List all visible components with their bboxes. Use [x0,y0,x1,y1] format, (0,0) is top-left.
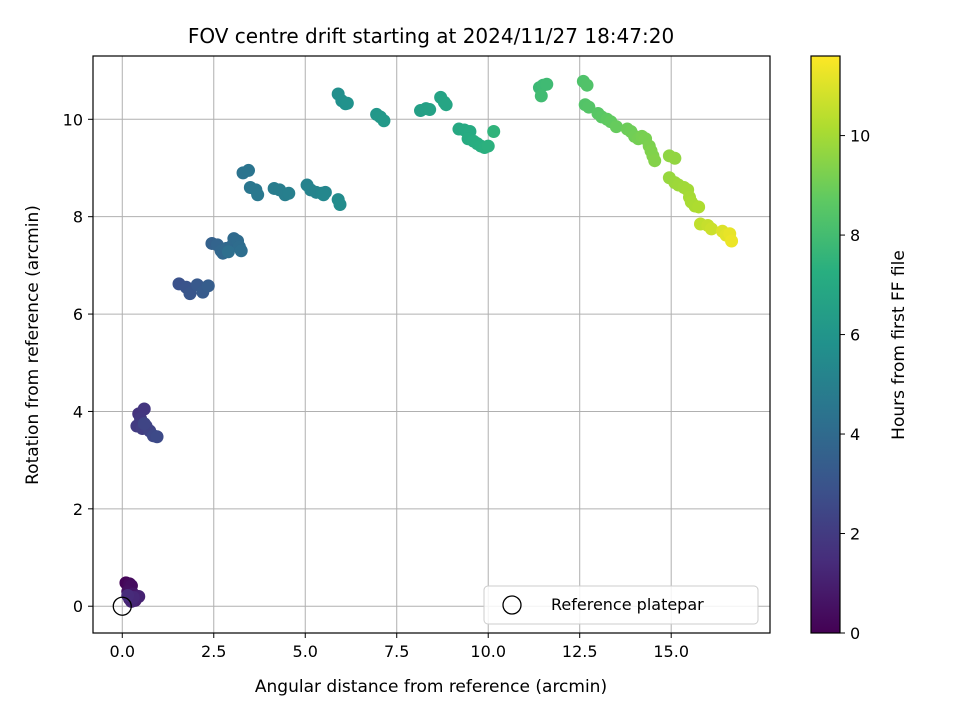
scatter-point [648,154,662,168]
x-tick-label: 5.0 [293,642,318,661]
scatter-point [137,417,151,431]
scatter-points [119,74,739,608]
y-axis-ticks: 0 2 4 6 8 10 [63,110,93,616]
y-tick-label: 4 [73,402,83,421]
colorbar-tick-label: 4 [850,425,860,444]
legend: Reference platepar [483,585,759,625]
plot-frame [92,55,771,634]
grid-lines [93,56,770,633]
scatter-point [150,430,164,444]
chart-title: FOV centre drift starting at 2024/11/27 … [188,24,674,48]
scatter-point [725,234,739,248]
x-tick-label: 12.5 [562,642,598,661]
colorbar-tick-label: 8 [850,226,860,245]
scatter-point [137,402,151,416]
scatter-point [439,98,453,112]
colorbar-tick-label: 6 [850,326,860,345]
scatter-point [692,200,706,214]
scatter-point [282,186,296,200]
colorbar-tick-label: 10 [850,127,870,146]
scatter-point [704,222,718,236]
reference-platepar-marker [112,596,132,616]
x-tick-label: 7.5 [384,642,409,661]
scatter-point [234,244,248,258]
scatter-point [221,245,235,259]
y-tick-label: 2 [73,500,83,519]
scatter-point [423,103,437,117]
x-tick-label: 10.0 [470,642,506,661]
colorbar-tick-label: 0 [850,624,860,643]
x-axis-ticks: 0.0 2.5 5.0 7.5 10.0 12.5 15.0 [110,633,689,661]
scatter-point [534,89,548,103]
x-axis-label: Angular distance from reference (arcmin) [255,677,607,697]
colorbar-gradient [810,55,841,634]
y-tick-label: 0 [73,597,83,616]
scatter-point [582,100,596,114]
y-tick-label: 8 [73,208,83,227]
scatter-point [668,151,682,165]
colorbar: 0 2 4 6 8 10 Hours from first FF file [810,55,909,643]
scatter-point [340,96,354,110]
scatter-point [251,188,265,202]
y-axis-label: Rotation from reference (arcmin) [23,205,43,485]
x-tick-label: 0.0 [110,642,135,661]
legend-reference-icon [502,595,522,615]
scatter-point [183,287,197,301]
x-tick-label: 2.5 [201,642,226,661]
scatter-point [121,589,135,603]
scatter-point [481,139,495,153]
scatter-point [333,198,347,212]
colorbar-tick-label: 2 [850,525,860,544]
scatter-point [580,78,594,92]
x-tick-label: 15.0 [653,642,689,661]
colorbar-ticks: 0 2 4 6 8 10 [840,127,870,643]
colorbar-label: Hours from first FF file [889,250,909,440]
y-tick-label: 6 [73,305,83,324]
legend-box [483,585,759,625]
scatter-point [540,77,554,91]
scatter-point [317,188,331,202]
scatter-point [487,124,501,138]
legend-entry-reference: Reference platepar [551,595,704,614]
scatter-point [242,163,256,177]
scatter-point [201,279,215,293]
scatter-point [377,114,391,128]
scatter-point [609,120,623,134]
y-tick-label: 10 [63,110,83,129]
